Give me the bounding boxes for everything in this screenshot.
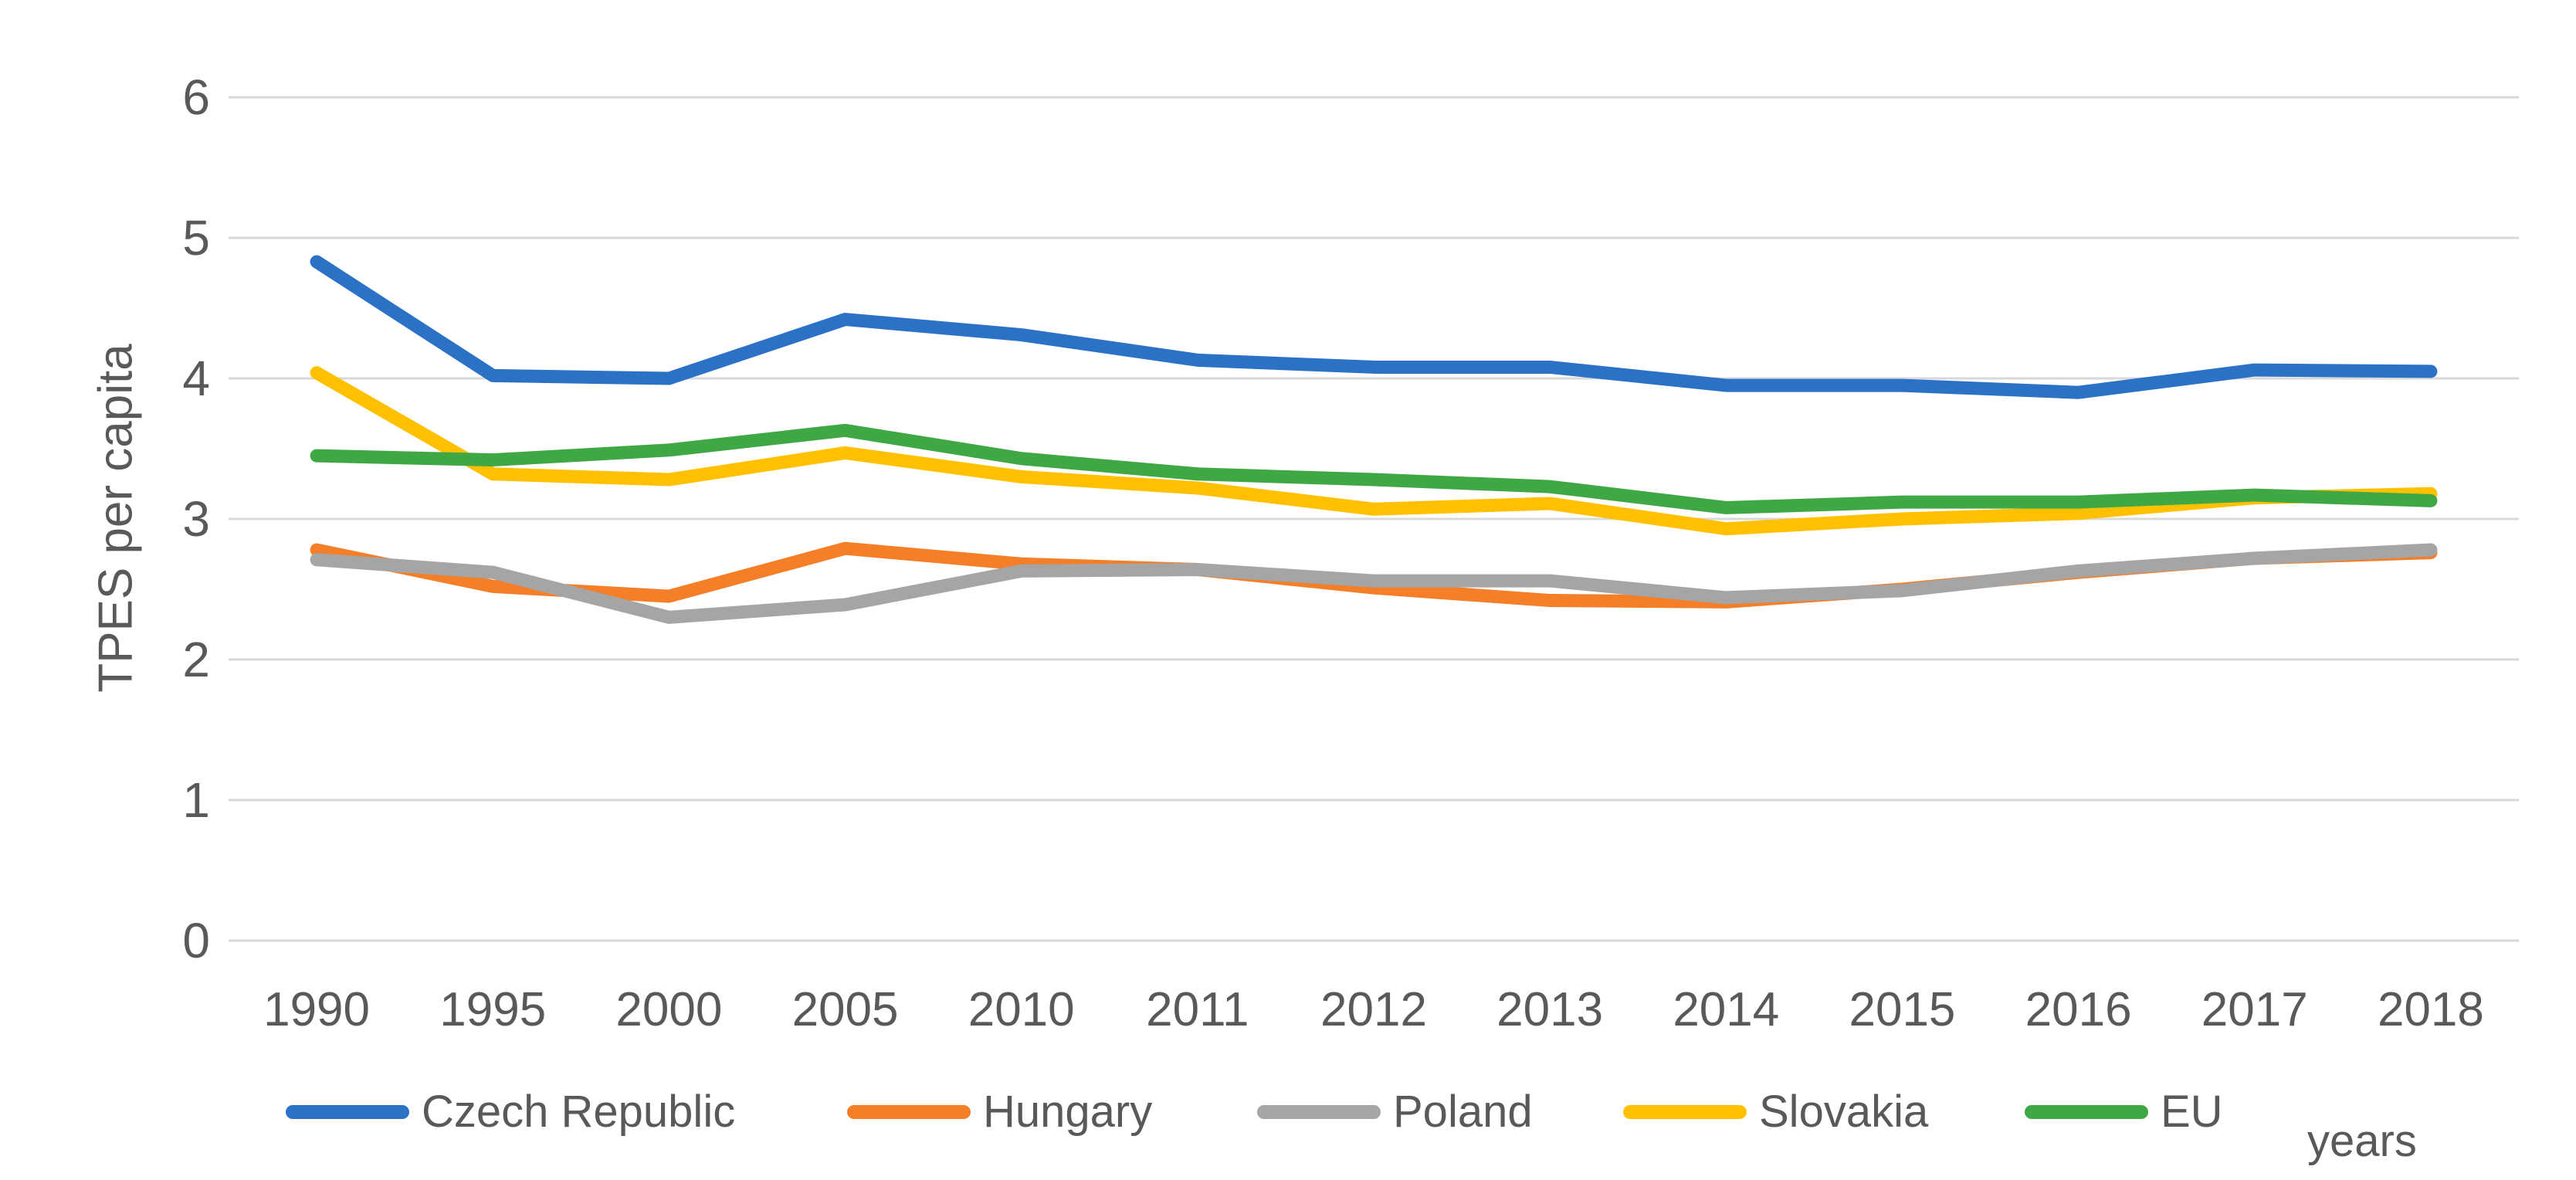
legend-swatch-poland <box>1257 1105 1381 1119</box>
x-tick-label-2000: 2000 <box>615 983 723 1036</box>
x-tick-label-2012: 2012 <box>1320 983 1427 1036</box>
legend-swatch-slovakia <box>1623 1105 1747 1119</box>
series-line-poland <box>310 543 2438 624</box>
series-line-slovakia <box>310 366 2438 536</box>
x-tick-label-1990: 1990 <box>263 983 371 1036</box>
x-tick-label-2015: 2015 <box>1849 983 1956 1036</box>
x-tick-label-2018: 2018 <box>2377 983 2484 1036</box>
y-tick-label-1: 1 <box>182 772 210 828</box>
x-tick-label-2010: 2010 <box>968 983 1075 1036</box>
legend-label-poland: Poland <box>1393 1087 1533 1137</box>
y-tick-label-3: 3 <box>182 491 210 547</box>
y-tick-label-6: 6 <box>182 70 210 125</box>
x-tick-label-2016: 2016 <box>2025 983 2132 1036</box>
x-tick-label-2011: 2011 <box>1146 983 1249 1036</box>
series-line-eu <box>310 423 2438 514</box>
legend-label-hungary: Hungary <box>983 1087 1153 1137</box>
x-tick-label-2014: 2014 <box>1673 983 1780 1036</box>
y-tick-label-0: 0 <box>182 913 210 968</box>
legend-item-slovakia: Slovakia <box>1623 1087 1928 1138</box>
legend-item-poland: Poland <box>1257 1087 1533 1138</box>
legend-item-eu: EU <box>2025 1087 2223 1138</box>
legend-label-slovakia: Slovakia <box>1759 1087 1929 1137</box>
legend-swatch-hungary <box>847 1105 971 1119</box>
legend-swatch-czech-republic <box>286 1105 409 1119</box>
legend-item-hungary: Hungary <box>847 1087 1152 1138</box>
x-tick-label-1995: 1995 <box>439 983 547 1036</box>
x-tick-label-2013: 2013 <box>1496 983 1604 1036</box>
y-tick-label-4: 4 <box>182 351 210 406</box>
x-tick-label-2005: 2005 <box>791 983 899 1036</box>
legend-swatch-eu <box>2025 1105 2148 1119</box>
series-line-czech-republic <box>310 255 2438 399</box>
x-axis-title: years <box>2307 1116 2417 1166</box>
y-tick-label-2: 2 <box>182 632 210 687</box>
x-tick-label-2017: 2017 <box>2201 983 2308 1036</box>
legend-item-czech-republic: Czech Republic <box>286 1087 735 1138</box>
legend-label-czech-republic: Czech Republic <box>422 1087 736 1137</box>
legend-label-eu: EU <box>2161 1087 2223 1137</box>
y-tick-label-5: 5 <box>182 210 210 266</box>
